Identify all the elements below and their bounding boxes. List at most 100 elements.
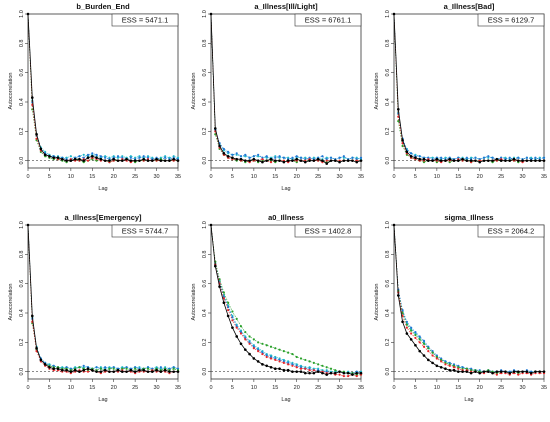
y-tick-label: 1.0 [202, 10, 208, 18]
acf-point [308, 360, 311, 363]
x-tick-label: 20 [294, 385, 300, 391]
y-axis-label: Autocorrelation [8, 73, 14, 110]
acf-point [226, 314, 230, 318]
acf-point [52, 367, 56, 371]
y-axis-label: Autocorrelation [191, 73, 197, 110]
x-tick-label: 10 [434, 385, 440, 391]
plot-frame [393, 224, 545, 380]
acf-point [439, 365, 443, 369]
acf-point [142, 157, 146, 161]
acf-point [542, 159, 546, 162]
ess-label: ESS = 6129.7 [488, 16, 535, 25]
acf-point [125, 367, 128, 370]
y-tick-label: 1.0 [19, 221, 25, 229]
acf-point [133, 370, 137, 373]
acf-point [435, 364, 439, 368]
acf-point [418, 349, 422, 353]
acf-point [261, 160, 264, 164]
acf-point [495, 373, 498, 376]
acf-point [414, 336, 417, 340]
acf-point [273, 367, 277, 371]
acf-point [426, 358, 430, 362]
acf-series-line-2 [27, 224, 179, 371]
acf-point [396, 108, 400, 111]
acf-point [426, 159, 430, 162]
acf-point [43, 363, 47, 366]
y-tick-label: 0.4 [19, 98, 25, 106]
acf-point [329, 156, 333, 159]
acf-point [265, 344, 268, 347]
acf-point [91, 152, 94, 155]
acf-point [291, 370, 294, 373]
acf-point [342, 155, 345, 158]
acf-point [172, 367, 175, 370]
acf-series-line-4 [393, 224, 544, 372]
acf-series-line-1 [210, 224, 362, 377]
acf-point [159, 370, 163, 373]
acf-point [422, 354, 426, 357]
y-tick-label: 0.8 [385, 40, 391, 48]
acf-point [65, 368, 68, 372]
acf-panel-2: a_Illness[Bad] ESS = 6129.7 0.0 0.2 0.4 0.6 0.… [374, 2, 547, 192]
acf-point [99, 367, 102, 370]
acf-point [525, 156, 528, 159]
acf-point [168, 370, 171, 373]
acf-series-line-1 [27, 224, 178, 374]
ess-box [111, 224, 179, 238]
acf-point [30, 96, 34, 99]
y-tick-label: 0.8 [19, 40, 25, 48]
acf-point [26, 223, 30, 227]
acf-series-line-0 [393, 224, 544, 374]
acf-point [235, 326, 238, 329]
x-tick-label: 25 [132, 174, 138, 180]
acf-point [43, 153, 47, 157]
acf-series-line-2 [393, 224, 544, 374]
acf-point [248, 352, 251, 356]
acf-panel-3: a_Illness[Emergency] ESS = 5744.7 0.0 0.2 0.… [8, 213, 181, 403]
acf-point [287, 351, 290, 354]
plot-frame [210, 224, 362, 380]
y-tick-label: 0.4 [385, 309, 391, 317]
acf-point [405, 323, 408, 326]
acf-point [418, 338, 421, 341]
acf-point [482, 159, 486, 162]
acf-point [534, 156, 537, 159]
acf-point [261, 352, 264, 356]
acf-point [431, 361, 434, 365]
acf-point [155, 368, 158, 372]
acf-point [325, 366, 328, 369]
acf-point [138, 156, 141, 159]
acf-point [108, 159, 111, 162]
acf-point [213, 264, 217, 268]
acf-point [244, 330, 247, 334]
x-tick-label: 15 [455, 174, 461, 180]
acf-point [308, 371, 311, 375]
acf-point [474, 159, 477, 162]
y-tick-label: 1.0 [202, 221, 208, 229]
y-tick-label: 0.6 [19, 69, 25, 77]
acf-point [457, 367, 460, 370]
acf-point [304, 358, 307, 362]
acf-point [244, 338, 247, 341]
acf-point [499, 159, 503, 162]
acf-point [73, 368, 77, 372]
acf-point [218, 278, 221, 281]
acf-point [69, 155, 72, 158]
acf-point [534, 370, 537, 373]
acf-point [414, 330, 417, 334]
acf-point [304, 367, 307, 370]
ess-label: ESS = 1402.8 [305, 227, 352, 236]
x-tick-label: 25 [498, 385, 504, 391]
acf-point [257, 341, 260, 344]
y-tick-label: 0.6 [19, 280, 25, 288]
acf-point [65, 159, 68, 162]
y-axis-label: Autocorrelation [374, 284, 380, 321]
y-tick-label: 0.8 [202, 251, 208, 259]
acf-point [269, 345, 273, 348]
y-tick-label: 0.0 [385, 368, 391, 376]
acf-point [359, 156, 363, 159]
acf-series-line-3 [393, 224, 544, 372]
acf-point [35, 137, 38, 140]
acf-point [308, 159, 311, 162]
acf-point [329, 367, 333, 370]
